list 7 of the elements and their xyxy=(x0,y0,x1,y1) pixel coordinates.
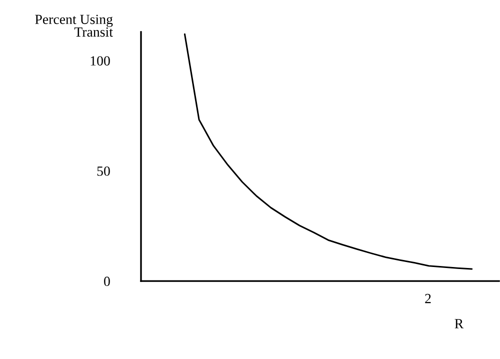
y-tick-label: 50 xyxy=(97,166,110,176)
y-axis-title: Percent Using Transit xyxy=(35,14,113,37)
y-tick-label: 100 xyxy=(90,56,110,66)
line-series xyxy=(184,33,473,270)
x-axis-title: R xyxy=(454,319,464,328)
y-tick-label: 0 xyxy=(104,276,110,286)
text: 2 xyxy=(425,294,431,304)
